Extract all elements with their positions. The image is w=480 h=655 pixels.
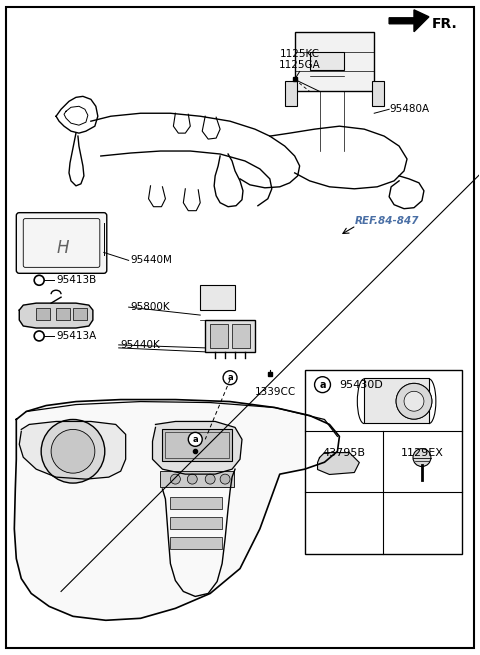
Bar [285, 81, 297, 106]
Bar [36, 308, 50, 320]
Circle shape [205, 474, 215, 484]
Text: H: H [57, 240, 69, 257]
Bar [205, 320, 255, 352]
Circle shape [396, 383, 432, 419]
Bar [295, 31, 374, 92]
Bar [305, 370, 462, 553]
Bar [200, 285, 235, 310]
Circle shape [220, 474, 230, 484]
Bar [73, 308, 87, 320]
Polygon shape [19, 303, 93, 328]
Bar [372, 81, 384, 106]
Text: 1129EX: 1129EX [400, 448, 444, 458]
Circle shape [404, 391, 424, 411]
Bar [364, 379, 429, 423]
Polygon shape [14, 400, 339, 620]
Text: 95480A: 95480A [389, 104, 429, 114]
Text: 1339CC: 1339CC [255, 386, 296, 397]
Text: a: a [227, 373, 233, 383]
Text: REF.84-847: REF.84-847 [354, 215, 419, 225]
Circle shape [34, 275, 44, 285]
Circle shape [188, 432, 202, 446]
Bar [170, 497, 222, 509]
Text: 95800K: 95800K [131, 302, 170, 312]
Circle shape [41, 419, 105, 483]
Bar [232, 324, 250, 348]
Text: 1125KC: 1125KC [280, 48, 320, 58]
Polygon shape [19, 421, 126, 479]
Circle shape [187, 474, 197, 484]
Text: 95430D: 95430D [339, 380, 383, 390]
Circle shape [34, 331, 44, 341]
Bar [160, 471, 234, 487]
Polygon shape [153, 421, 242, 474]
Text: 43795B: 43795B [323, 448, 366, 458]
Text: a: a [319, 380, 326, 390]
Circle shape [413, 449, 431, 466]
Circle shape [51, 430, 95, 473]
Bar [170, 537, 222, 549]
Bar [210, 324, 228, 348]
Circle shape [170, 474, 180, 484]
Text: 95440M: 95440M [131, 255, 172, 265]
FancyBboxPatch shape [16, 213, 107, 273]
Text: 95440K: 95440K [120, 340, 160, 350]
Bar [170, 517, 222, 529]
Text: 1125GA: 1125GA [279, 60, 321, 69]
Text: 95413A: 95413A [56, 331, 96, 341]
Text: 95413B: 95413B [56, 275, 96, 286]
Text: FR.: FR. [432, 17, 457, 31]
Polygon shape [318, 453, 360, 474]
Circle shape [314, 377, 330, 392]
Bar [162, 430, 232, 461]
Text: a: a [192, 435, 198, 444]
Bar [56, 308, 70, 320]
Circle shape [223, 371, 237, 384]
Bar [310, 52, 344, 69]
Bar [166, 432, 229, 458]
Polygon shape [389, 10, 429, 31]
